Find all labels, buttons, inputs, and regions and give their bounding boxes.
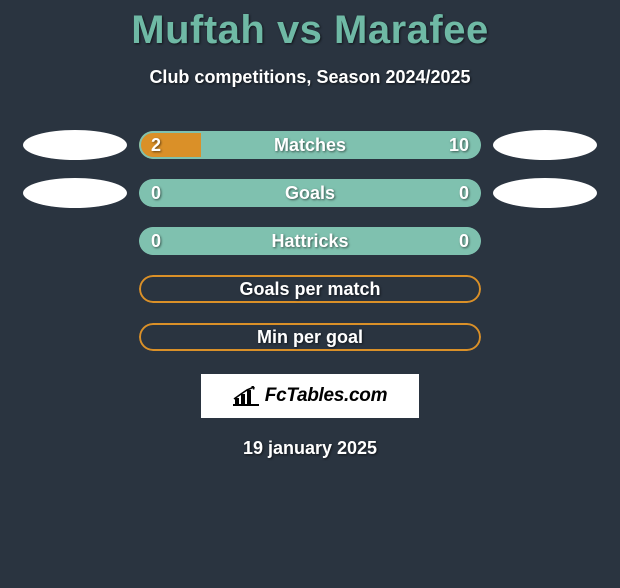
stat-row: Min per goal bbox=[0, 322, 620, 352]
stat-bar: Min per goal bbox=[139, 323, 481, 351]
player-oval-left bbox=[23, 178, 127, 208]
bar-bg bbox=[139, 227, 481, 255]
stat-bar: 00Hattricks bbox=[139, 227, 481, 255]
fctables-logo: FcTables.com bbox=[201, 374, 419, 418]
player-oval-right bbox=[493, 130, 597, 160]
bar-chart-icon bbox=[233, 386, 259, 406]
stat-row: Goals per match bbox=[0, 274, 620, 304]
stat-rows: 210Matches 00Goals 00Hattricks Goals per ma… bbox=[0, 130, 620, 352]
player-oval-left bbox=[23, 130, 127, 160]
subtitle: Club competitions, Season 2024/2025 bbox=[0, 67, 620, 88]
date-label: 19 january 2025 bbox=[0, 438, 620, 459]
bar-fill-left bbox=[139, 131, 201, 159]
stat-row: 210Matches bbox=[0, 130, 620, 160]
stat-bar: 00Goals bbox=[139, 179, 481, 207]
stat-row: 00Hattricks bbox=[0, 226, 620, 256]
bar-bg bbox=[139, 275, 481, 303]
stat-bar: 210Matches bbox=[139, 131, 481, 159]
page-title: Muftah vs Marafee bbox=[0, 8, 620, 53]
bar-bg bbox=[139, 323, 481, 351]
stat-row: 00Goals bbox=[0, 178, 620, 208]
bar-bg bbox=[139, 179, 481, 207]
player-oval-right bbox=[493, 178, 597, 208]
logo-text: FcTables.com bbox=[265, 385, 387, 407]
stat-bar: Goals per match bbox=[139, 275, 481, 303]
